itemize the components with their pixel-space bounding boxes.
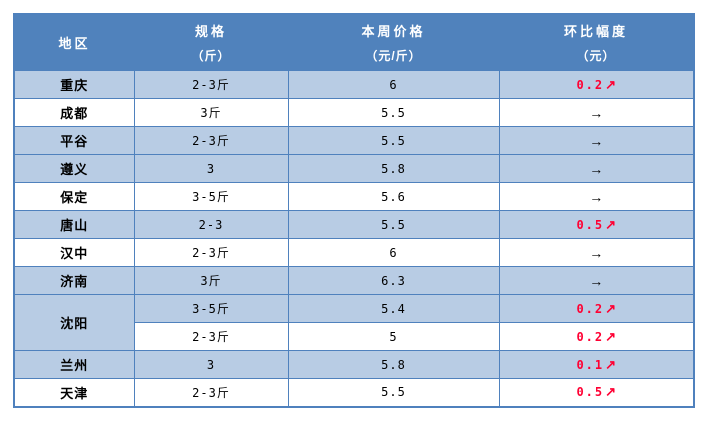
change-cell: → [498, 266, 695, 295]
region-cell: 平谷 [13, 126, 135, 155]
spec-cell: 3-5斤 [133, 182, 289, 211]
header-row: 地区 规格 （斤） 本周价格 （元/斤） [14, 14, 694, 71]
price-cell: 5.6 [287, 182, 500, 211]
spec-cell: 3-5斤 [133, 294, 289, 323]
flat-arrow-icon: → [589, 132, 604, 149]
spec-cell: 2-3斤 [133, 70, 289, 99]
change-value: 0.1 [576, 357, 605, 372]
price-cell: 5 [287, 322, 500, 351]
spec-cell: 3 [133, 350, 289, 379]
flat-arrow-icon: → [589, 188, 604, 205]
region-cell: 兰州 [13, 350, 135, 379]
up-arrow-icon: ↗ [605, 216, 617, 232]
flat-arrow-icon: → [589, 104, 604, 121]
table-row: 重庆 2-3斤 6 0.2↗ [13, 70, 695, 99]
column-title: 本周价格 [361, 24, 426, 40]
table-row: 保定 3-5斤 5.6 → [13, 182, 695, 211]
change-cell: → [498, 182, 695, 211]
price-cell: 5.5 [287, 378, 500, 407]
table-row: 沈阳 3-5斤 5.4 0.2↗ [13, 294, 695, 351]
change-cell: → [498, 154, 695, 183]
region-cell: 沈阳 [13, 294, 135, 351]
table-row: 兰州 3 5.8 0.1↗ [13, 350, 695, 379]
price-cell: 6 [287, 70, 500, 99]
change-cell: → [498, 126, 695, 155]
table-header: 地区 规格 （斤） 本周价格 （元/斤） [14, 14, 694, 71]
price-cell: 5.8 [287, 350, 500, 379]
table-row: 2-3斤 5 0.2↗ [14, 322, 695, 351]
up-arrow-icon: ↗ [605, 328, 617, 344]
region-cell: 重庆 [13, 70, 135, 99]
up-arrow-icon: ↗ [605, 384, 617, 400]
spec-cell: 2-3斤 [133, 238, 289, 267]
table-body: 重庆 2-3斤 6 0.2↗ 成都 3斤 5.5 → 平谷 2-3斤 5.5 → 遵义 3 5.8 → 保定 3-… [13, 70, 695, 407]
table-row: 汉中 2-3斤 6 → [13, 238, 695, 267]
spec-cell: 2-3斤 [133, 378, 289, 407]
up-arrow-icon: ↗ [605, 76, 617, 92]
column-header-region: 地区 [14, 14, 134, 71]
region-cell: 唐山 [13, 210, 135, 239]
up-arrow-icon: ↗ [605, 356, 617, 372]
column-header-spec: 规格 （斤） [134, 14, 288, 71]
spec-cell: 3 [133, 154, 289, 183]
region-cell: 保定 [13, 182, 135, 211]
column-header-price: 本周价格 （元/斤） [288, 14, 499, 71]
column-title: 规格 [194, 24, 227, 40]
spec-cell: 3斤 [133, 266, 289, 295]
price-cell: 5.4 [287, 294, 500, 323]
flat-arrow-icon: → [589, 272, 604, 289]
region-cell: 遵义 [13, 154, 135, 183]
spec-cell: 3斤 [133, 98, 289, 127]
table-row: 成都 3斤 5.5 → [13, 98, 695, 127]
up-arrow-icon: ↗ [605, 300, 617, 316]
change-cell: 0.1↗ [498, 350, 695, 379]
spec-cell: 2-3斤 [133, 322, 289, 351]
column-unit: （元） [576, 48, 616, 63]
column-unit: （元/斤） [365, 48, 422, 63]
price-cell: 5.8 [287, 154, 500, 183]
price-table: 地区 规格 （斤） 本周价格 （元/斤） [13, 13, 695, 408]
change-value: 0.5 [576, 385, 605, 400]
flat-arrow-icon: → [589, 244, 604, 261]
change-cell: 0.2↗ [498, 322, 695, 351]
spec-cell: 2-3 [133, 210, 289, 239]
change-cell: 0.2↗ [498, 294, 695, 323]
change-cell: 0.5↗ [498, 210, 695, 239]
price-cell: 6 [287, 238, 500, 267]
region-cell: 济南 [13, 266, 135, 295]
price-cell: 6.3 [287, 266, 500, 295]
change-value: 0.5 [576, 217, 605, 232]
price-cell: 5.5 [287, 126, 500, 155]
change-cell: → [498, 98, 695, 127]
spec-cell: 2-3斤 [133, 126, 289, 155]
change-cell: 0.5↗ [498, 378, 695, 407]
table-row: 平谷 2-3斤 5.5 → [13, 126, 695, 155]
table-row: 唐山 2-3 5.5 0.5↗ [13, 210, 695, 239]
column-title: 环比幅度 [563, 24, 628, 40]
column-header-change: 环比幅度 （元） [499, 14, 694, 71]
price-cell: 5.5 [287, 210, 500, 239]
change-cell: → [498, 238, 695, 267]
change-cell: 0.2↗ [498, 70, 695, 99]
table-row: 天津 2-3斤 5.5 0.5↗ [13, 378, 695, 407]
column-title: 地区 [58, 36, 91, 51]
change-value: 0.2 [576, 329, 605, 344]
table-row: 济南 3斤 6.3 → [13, 266, 695, 295]
region-cell: 天津 [13, 378, 135, 407]
flat-arrow-icon: → [589, 160, 604, 177]
region-cell: 汉中 [13, 238, 135, 267]
column-unit: （斤） [191, 48, 231, 63]
region-cell: 成都 [13, 98, 135, 127]
table-row: 遵义 3 5.8 → [13, 154, 695, 183]
change-value: 0.2 [576, 301, 605, 316]
price-cell: 5.5 [287, 98, 500, 127]
change-value: 0.2 [576, 77, 605, 92]
